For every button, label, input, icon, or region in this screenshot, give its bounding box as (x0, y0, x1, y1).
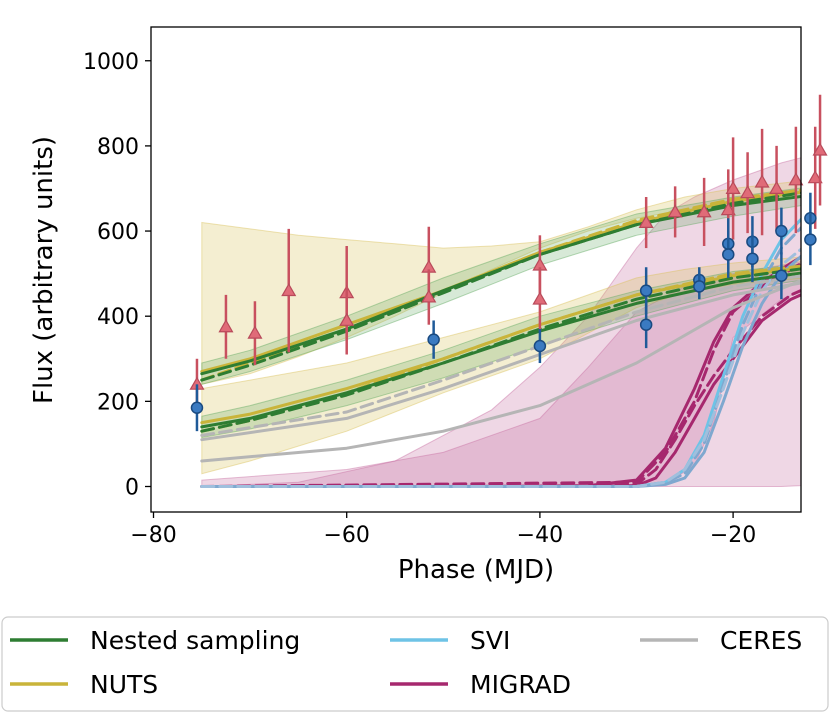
data-point (788, 172, 804, 186)
line-ceres-lower (200, 281, 801, 442)
legend-label-svi: SVI (470, 626, 510, 655)
y-tick-label: 600 (97, 220, 139, 245)
data-point (769, 180, 785, 194)
y-axis-label: Flux (arbitrary units) (29, 136, 59, 404)
line-migrad-lower (200, 293, 801, 488)
line-ceres-upper (200, 279, 801, 463)
data-point (667, 204, 683, 218)
data-point (746, 252, 759, 265)
x-axis-label: Phase (MJD) (398, 555, 554, 585)
line-nested-upper-fit (200, 191, 801, 382)
legend: Nested sampling SVI CERES NUTS MIGRAD (1, 616, 829, 712)
x-tick-label: −80 (130, 523, 176, 548)
data-point (740, 185, 756, 199)
upper-observations (189, 94, 828, 410)
data-point (339, 312, 355, 326)
legend-label-migrad: MIGRAD (470, 670, 571, 699)
legend-box (1, 616, 829, 712)
y-tick-label: 1000 (83, 50, 139, 75)
data-point (421, 289, 437, 303)
data-point (720, 202, 736, 216)
data-point (533, 339, 547, 353)
data-point (807, 170, 823, 184)
data-point (218, 319, 234, 333)
y-tick-label: 200 (97, 390, 139, 415)
data-point (190, 401, 204, 414)
data-point (693, 280, 706, 293)
x-tick-label: −60 (323, 523, 369, 548)
data-point (754, 174, 770, 188)
data-point (281, 282, 297, 297)
x-tick-label: −40 (517, 523, 563, 548)
line-svi-upper (200, 217, 801, 488)
legend-label-nuts: NUTS (90, 670, 158, 699)
plot-frame (150, 26, 802, 513)
data-point (804, 233, 817, 246)
line-svi-upper-fit (200, 225, 801, 488)
lower-observations (190, 192, 817, 432)
line-nested-upper (200, 194, 801, 376)
data-point (812, 142, 828, 156)
line-migrad-lower-fit (200, 288, 801, 488)
legend-label-nested-sampling: Nested sampling (90, 626, 300, 655)
data-point (639, 284, 653, 297)
line-svi-lower-fit (200, 247, 801, 488)
data-point (775, 269, 788, 283)
data-point (775, 224, 788, 238)
data-point (532, 291, 548, 305)
y-axis: 0 200 400 600 800 1000 (83, 50, 151, 501)
x-axis: −80−60−40−2002040 (130, 512, 756, 548)
y-tick-label: 0 (125, 476, 139, 501)
data-point (247, 325, 263, 339)
line-migrad-upper (200, 255, 801, 488)
line-svi-lower (200, 254, 801, 488)
y-tick-label: 400 (97, 305, 139, 330)
legend-label-ceres: CERES (720, 626, 802, 655)
line-migrad-upper-fit (200, 261, 801, 488)
y-tick-label: 800 (97, 135, 139, 160)
line-nuts-upper (200, 190, 801, 373)
x-tick-label: −20 (710, 523, 756, 548)
observations (189, 94, 828, 432)
data-point (722, 248, 735, 261)
data-point (638, 214, 654, 229)
data-point (639, 318, 653, 331)
band-nested-upper (201, 187, 801, 385)
data-point (725, 180, 741, 194)
data-point (696, 204, 712, 218)
data-point (427, 333, 440, 346)
confidence-bands (201, 157, 801, 487)
